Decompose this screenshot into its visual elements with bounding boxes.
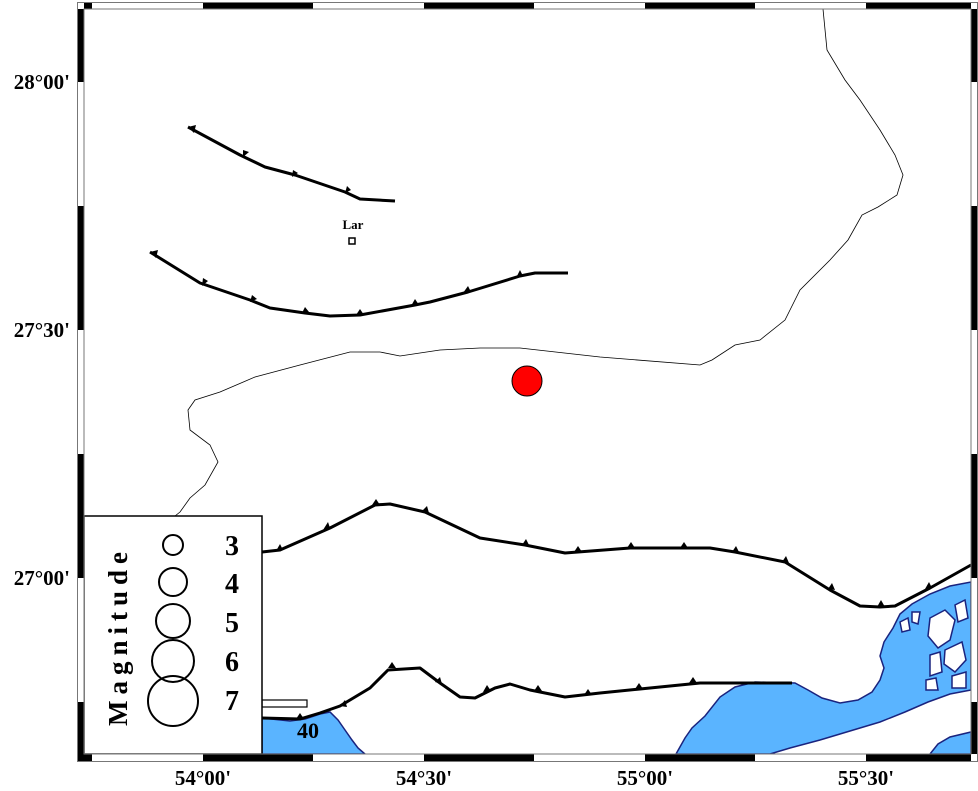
city-label: Lar [343,217,364,232]
frame-segment [203,754,313,761]
frame-segment [92,754,203,761]
frame-segment [77,578,84,702]
legend-circles [147,534,199,727]
frame-segment [971,454,978,578]
frame-segment [971,9,978,82]
frame-segment [866,2,971,9]
legend-label-3: 3 [225,531,239,562]
frame-segment [645,2,755,9]
frame-segment [203,2,313,9]
earthquake-epicenter[interactable] [511,365,543,397]
frame-segment [424,754,534,761]
frame-segment [534,2,645,9]
x-tick-label: 54°00' [175,766,231,790]
frame-segment [971,2,978,9]
frame-segment [971,578,978,702]
water-bodies [261,581,972,755]
legend-label-6: 6 [225,647,239,678]
frame-segment [92,2,203,9]
frame-inner-outline [83,8,972,755]
fault-teeth [150,125,932,719]
scale-bar-label: 40 [297,718,319,743]
legend-label-4: 4 [225,569,239,600]
frame-segment [424,2,534,9]
y-tick-label: 28°00' [14,70,70,94]
scale-bar-box [261,699,308,708]
legend-circle-3 [162,534,184,556]
boundary-line [174,8,904,517]
map-frame [77,2,978,761]
frame-segment [971,82,978,206]
frame-segment [971,754,978,761]
y-tick-label: 27°00' [14,566,70,590]
thrust-faults [149,125,972,721]
frame-segment [77,702,84,754]
x-tick-label: 55°00' [617,766,673,790]
legend-circle-4 [158,567,188,597]
y-tick-label: 27°30' [14,318,70,342]
frame-segment [77,206,84,330]
frame-segment [755,2,866,9]
frame-segment [755,754,866,761]
legend-label-7: 7 [225,686,239,717]
legend-label-5: 5 [225,608,239,639]
legend-circle-5 [155,603,191,639]
frame-segment [77,454,84,578]
magnitude-legend: Magnitude 3 4 5 6 7 [83,515,263,755]
frame-segment [77,754,84,761]
islands [899,598,969,691]
legend-circle-6 [151,639,195,683]
frame-segment [77,9,84,82]
frame-segment [77,2,84,9]
frame-segment [534,754,645,761]
frame-segment [971,330,978,454]
x-tick-label: 54°30' [396,766,452,790]
city-marker-icon [348,237,356,245]
legend-circle-7 [147,675,199,727]
frame-segment [313,754,424,761]
frame-segment [77,330,84,454]
frame-segment [84,754,92,761]
water-southeast [674,581,972,755]
frame-segment [645,754,755,761]
frame-segment [971,206,978,330]
frame-segment [313,2,424,9]
frame-segment [77,82,84,206]
frame-segment [971,702,978,754]
legend-title: Magnitude [103,546,133,726]
frame-segment [84,2,92,9]
frame-segment [866,754,971,761]
x-tick-label: 55°30' [838,766,894,790]
